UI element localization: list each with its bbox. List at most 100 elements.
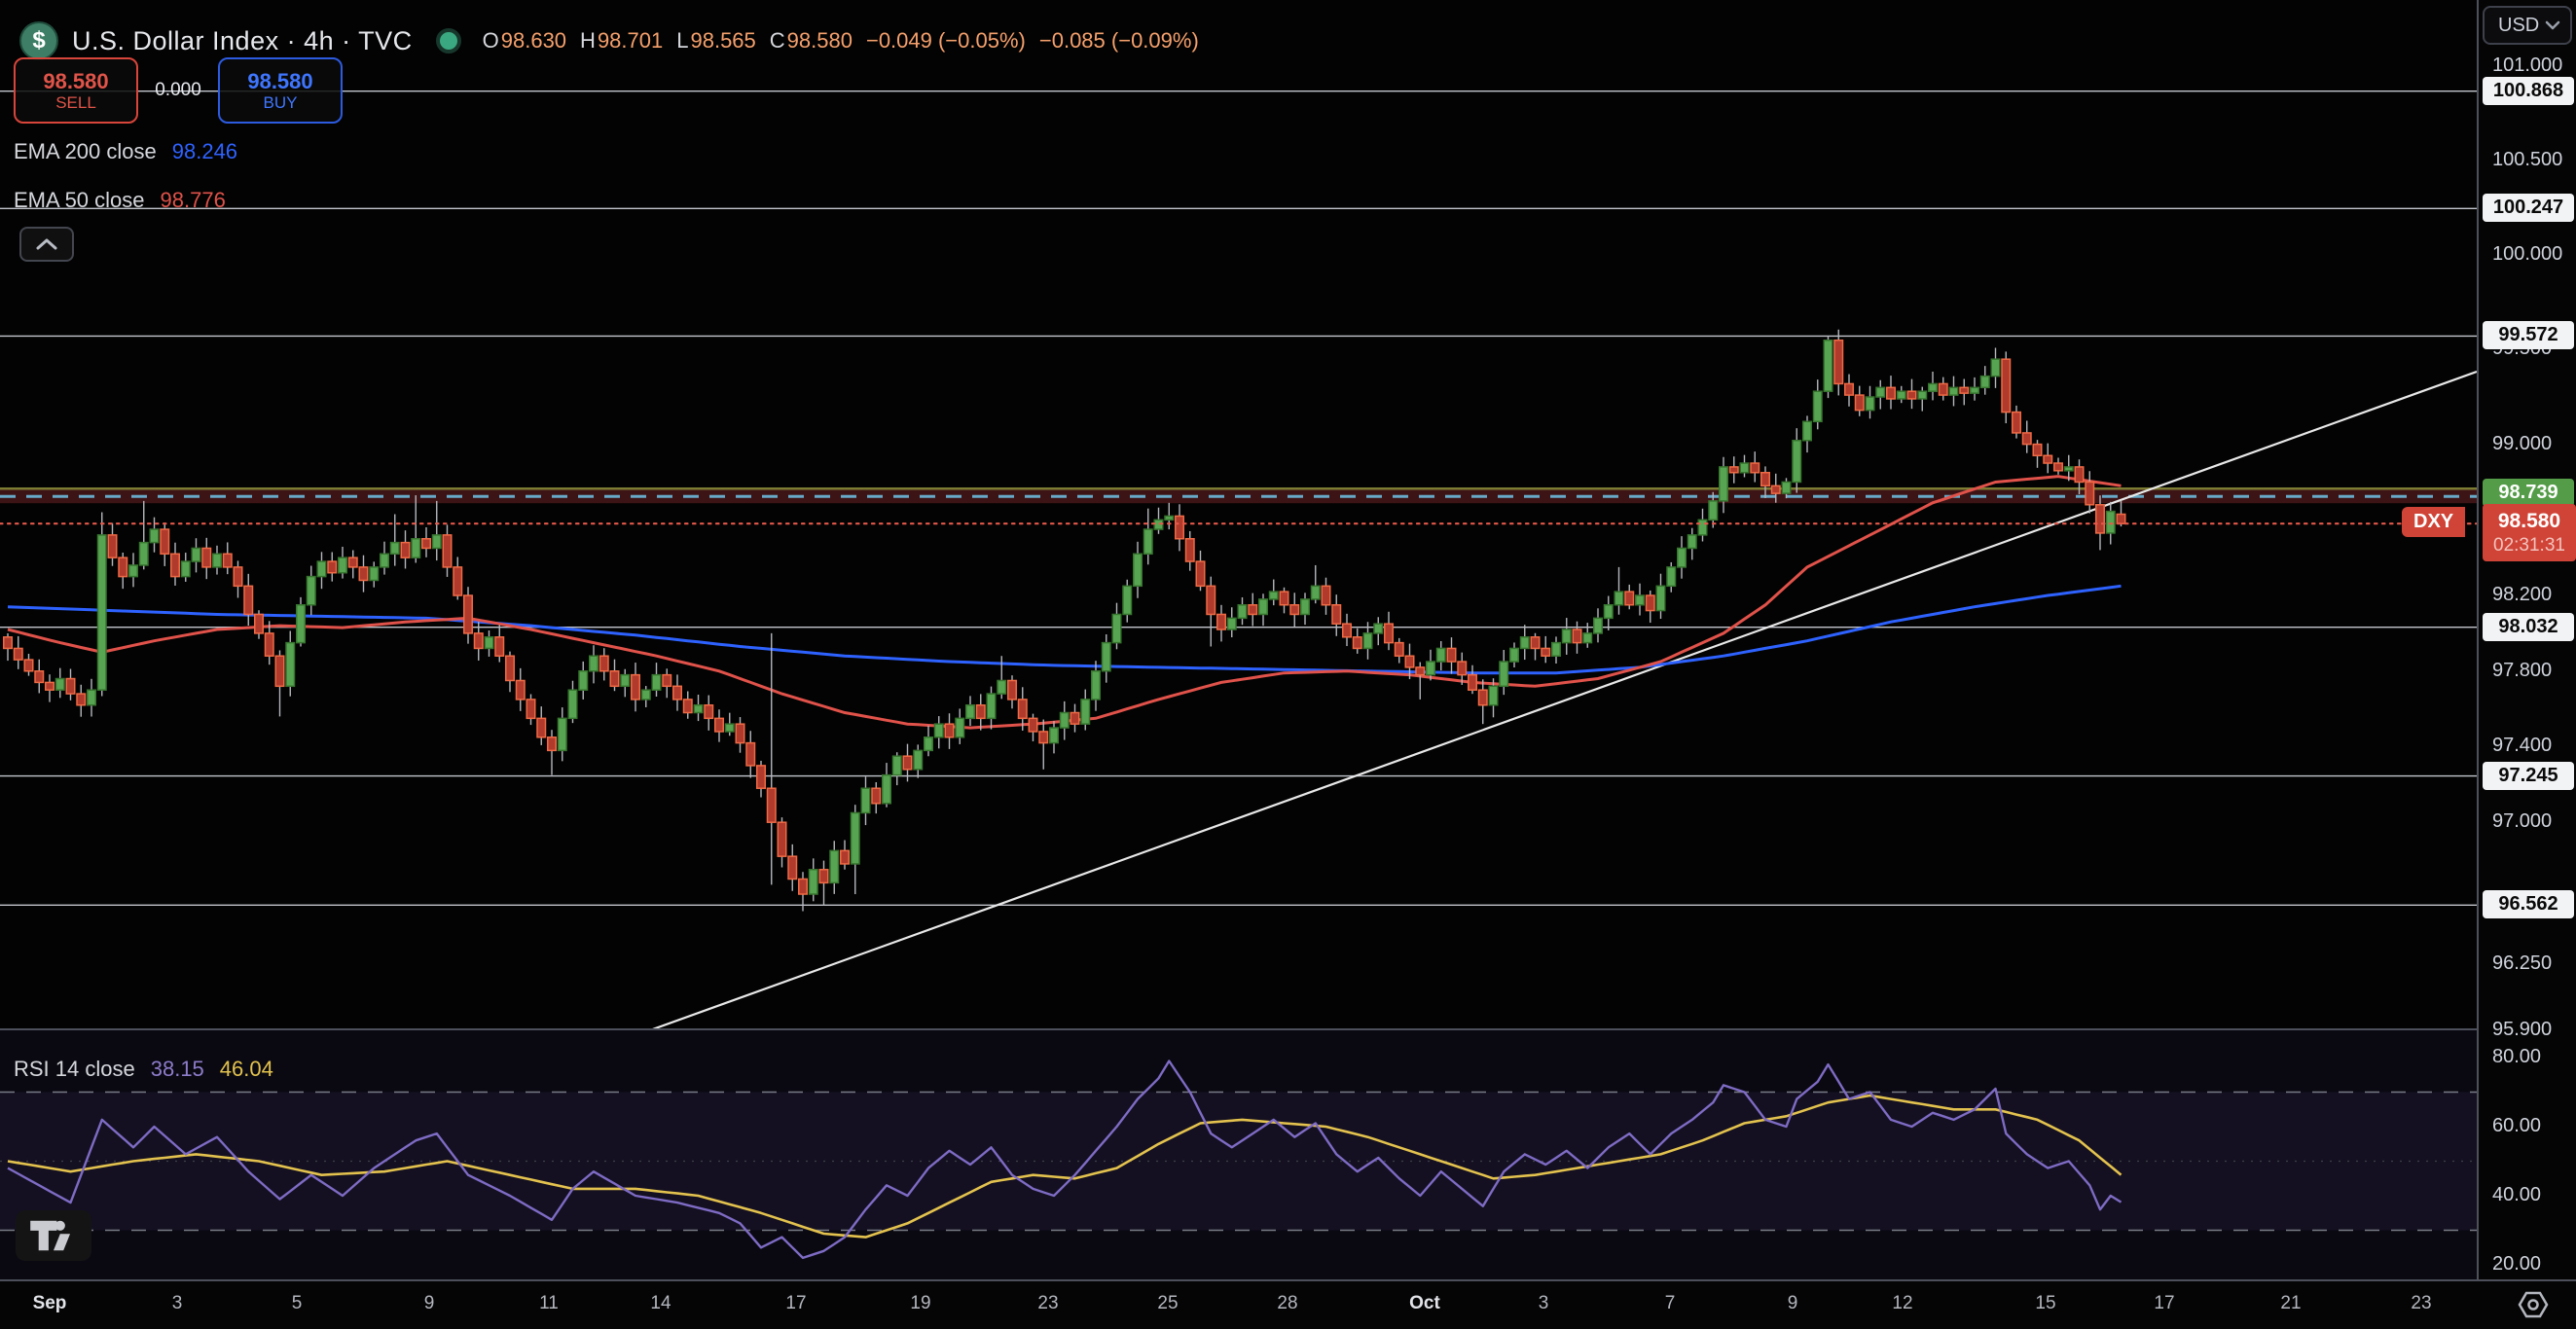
rsi-label: RSI 14 close <box>14 1057 135 1081</box>
price-axis-label: 97.000 <box>2492 810 2553 833</box>
time-axis-label: 3 <box>1538 1293 1549 1313</box>
sell-label: SELL <box>55 92 96 112</box>
price-pane[interactable] <box>0 0 2477 1030</box>
sell-button[interactable]: 98.580 SELL <box>14 57 138 124</box>
time-axis-label: 5 <box>291 1293 303 1313</box>
price-chart-canvas[interactable] <box>0 0 2477 1030</box>
time-axis-label: 23 <box>1037 1293 1059 1313</box>
open-value: 98.630 <box>500 28 567 53</box>
currency-selector-button[interactable]: USD <box>2483 6 2572 45</box>
price-axis-label: 99.000 <box>2492 432 2553 454</box>
collapse-panel-button[interactable] <box>19 227 74 262</box>
buy-price: 98.580 <box>247 68 313 93</box>
price-pane-svg[interactable] <box>0 0 2477 1030</box>
rsi-ma-line <box>7 1094 2122 1239</box>
dollar-coin-icon: $ <box>19 21 58 60</box>
bar-countdown: 02:31:31 <box>2493 535 2565 557</box>
time-axis-label: Oct <box>1409 1293 1440 1313</box>
price-level-badge: 98.032 <box>2483 612 2574 641</box>
order-panel: 98.580 SELL 0.000 98.580 BUY <box>14 57 343 124</box>
chevron-up-icon <box>36 238 57 250</box>
close-label: C <box>769 28 785 53</box>
time-axis-label: 9 <box>423 1293 435 1313</box>
buy-label: BUY <box>263 92 298 112</box>
time-axis-label: 12 <box>1892 1293 1913 1313</box>
price-axis-label: 96.250 <box>2492 952 2553 974</box>
time-axis[interactable]: Sep 3 5 9 11 14 17 19 23 25 28 Oct 3 7 9 12 15 17 21 23 <box>0 1279 2576 1329</box>
price-level-badge: 100.247 <box>2483 194 2574 223</box>
time-axis-label: 17 <box>785 1293 807 1313</box>
tradingview-logo-icon <box>30 1220 70 1251</box>
symbol-price-badge: DXY <box>2402 507 2466 538</box>
rsi-axis-label: 20.00 <box>2492 1253 2542 1275</box>
price-level-badge: 96.562 <box>2483 890 2574 919</box>
open-label: O <box>482 28 499 53</box>
rsi-axis-label: 40.00 <box>2492 1184 2542 1205</box>
time-axis-label: 15 <box>2035 1293 2056 1313</box>
price-axis-label: 97.800 <box>2492 659 2553 681</box>
tradingview-logo[interactable] <box>16 1210 91 1261</box>
high-label: H <box>580 28 596 53</box>
rsi-chart-canvas[interactable] <box>0 1030 2477 1279</box>
ema200-value: 98.246 <box>171 139 238 163</box>
time-axis-label: 7 <box>1664 1293 1676 1313</box>
ema200-label: EMA 200 close <box>14 139 157 163</box>
price-level-badge: 97.245 <box>2483 761 2574 790</box>
rsi-pane-svg[interactable] <box>0 1030 2477 1279</box>
pane-separator[interactable] <box>0 1028 2477 1030</box>
change-extended-value: −0.085 (−0.09%) <box>1038 28 1199 53</box>
rsi-ma-value: 46.04 <box>219 1057 273 1081</box>
time-axis-label: Sep <box>32 1293 67 1313</box>
current-price-badge: 98.580 02:31:31 <box>2483 504 2576 562</box>
ema50-legend[interactable]: EMA 50 close 98.776 <box>14 188 226 213</box>
rsi-axis-label: 80.00 <box>2492 1046 2542 1067</box>
candle-wicks <box>7 329 2122 912</box>
price-level-badge: 100.868 <box>2483 76 2574 105</box>
ema50-value: 98.776 <box>160 188 226 212</box>
time-axis-label: 9 <box>1787 1293 1798 1313</box>
price-axis-label: 100.000 <box>2492 243 2563 266</box>
axis-settings-icon[interactable] <box>2517 1290 2550 1319</box>
buy-button[interactable]: 98.580 BUY <box>218 57 343 124</box>
ema50-label: EMA 50 close <box>14 188 145 212</box>
low-value: 98.565 <box>690 28 756 53</box>
rsi-value: 38.15 <box>150 1057 204 1081</box>
time-axis-label: 23 <box>2411 1293 2432 1313</box>
sell-price: 98.580 <box>43 68 109 93</box>
market-open-dot[interactable] <box>435 28 461 54</box>
close-value: 98.580 <box>786 28 853 53</box>
price-level-badge: 99.572 <box>2483 321 2574 350</box>
currency-label: USD <box>2498 14 2540 36</box>
high-value: 98.701 <box>597 28 664 53</box>
price-axis-label: 97.400 <box>2492 735 2553 757</box>
time-axis-label: 14 <box>650 1293 671 1313</box>
ema200-line <box>7 584 2122 675</box>
price-axis-label: 98.200 <box>2492 584 2553 606</box>
time-axis-label: 17 <box>2154 1293 2175 1313</box>
rsi-pane[interactable] <box>0 1030 2477 1279</box>
time-axis-label: 19 <box>910 1293 931 1313</box>
time-axis-label: 25 <box>1157 1293 1179 1313</box>
chevron-down-icon <box>2545 20 2560 30</box>
spread-value: 0.000 <box>155 80 201 100</box>
low-label: L <box>676 28 689 53</box>
change-value: −0.049 (−0.05%) <box>865 28 1026 53</box>
price-axis-label: 101.000 <box>2492 54 2563 76</box>
time-axis-label: 3 <box>171 1293 183 1313</box>
price-axis[interactable]: 101.000100.500100.00099.50099.00098.2009… <box>2477 0 2576 1279</box>
trendline <box>646 370 2477 1030</box>
candle-bodies <box>3 339 2126 895</box>
time-axis-label: 11 <box>539 1293 559 1313</box>
rsi-legend[interactable]: RSI 14 close 38.15 46.04 <box>14 1057 273 1082</box>
symbol-header: $ U.S. Dollar Index · 4h · TVC O98.630 H… <box>19 21 1199 60</box>
time-axis-label: 21 <box>2280 1293 2302 1313</box>
ema200-legend[interactable]: EMA 200 close 98.246 <box>14 139 237 164</box>
zone-price-badge: 98.739 <box>2483 479 2574 508</box>
rsi-axis-label: 60.00 <box>2492 1115 2542 1136</box>
price-axis-label: 100.500 <box>2492 149 2563 171</box>
time-axis-label: 28 <box>1277 1293 1298 1313</box>
ohlc-readout: O98.630 H98.701 L98.565 C98.580 −0.049 (… <box>483 28 1199 54</box>
symbol-title[interactable]: U.S. Dollar Index · 4h · TVC <box>72 25 413 55</box>
price-axis-label: 95.900 <box>2492 1018 2553 1040</box>
